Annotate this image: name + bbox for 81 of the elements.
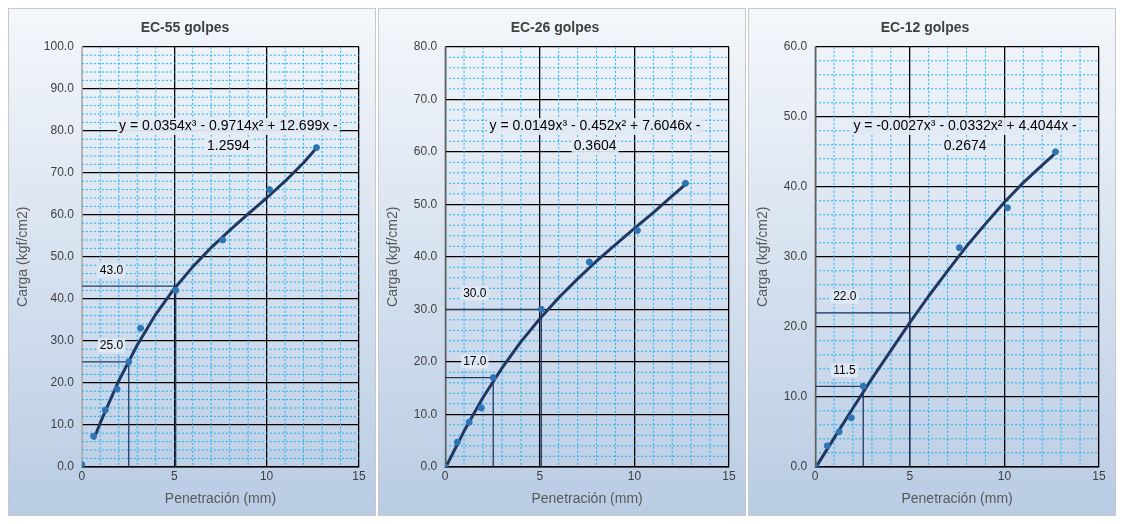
x-tick-label: 0 bbox=[811, 469, 819, 484]
point bbox=[489, 374, 497, 382]
y-tick-label: 10.0 bbox=[50, 417, 75, 432]
point bbox=[219, 236, 227, 244]
point bbox=[835, 428, 843, 436]
point bbox=[477, 404, 485, 412]
y-tick-label: 50.0 bbox=[50, 249, 75, 264]
x-tick-label: 10 bbox=[259, 469, 274, 484]
x-tick-label: 5 bbox=[170, 469, 178, 484]
y-tick-label: 20.0 bbox=[50, 375, 75, 390]
y-tick-label: 10.0 bbox=[413, 406, 438, 421]
x-tick-label: 5 bbox=[536, 469, 544, 484]
x-tick-label: 15 bbox=[1092, 469, 1106, 484]
y-tick-label: 0.0 bbox=[420, 459, 438, 474]
annotation: 30.0 bbox=[463, 285, 487, 300]
y-tick-label: 60.0 bbox=[50, 207, 75, 222]
y-tick-label: 100.0 bbox=[43, 39, 75, 54]
y-tick-label: 60.0 bbox=[413, 144, 438, 159]
point bbox=[113, 385, 121, 393]
y-axis-title: Carga (kgf/cm2) bbox=[384, 206, 401, 307]
y-tick-label: 40.0 bbox=[783, 179, 808, 194]
x-tick-label: 0 bbox=[78, 469, 86, 484]
y-tick-label: 90.0 bbox=[50, 81, 75, 96]
y-tick-label: 80.0 bbox=[50, 123, 75, 138]
y-tick-label: 60.0 bbox=[783, 39, 808, 54]
y-tick-label: 0.0 bbox=[57, 459, 75, 474]
point bbox=[823, 442, 831, 450]
y-tick-label: 30.0 bbox=[783, 249, 808, 264]
y-tick-label: 50.0 bbox=[413, 196, 438, 211]
point bbox=[137, 324, 145, 332]
point bbox=[859, 382, 867, 390]
x-axis-title: Penetración (mm) bbox=[901, 490, 1013, 507]
annotation: 11.5 bbox=[833, 362, 856, 377]
point bbox=[313, 144, 320, 152]
point bbox=[847, 414, 855, 422]
y-tick-label: 80.0 bbox=[413, 39, 438, 54]
annotation: y = 0.0354x³ - 0.9714x² + 12.699x - 1.2594 bbox=[119, 117, 339, 154]
point bbox=[633, 227, 641, 235]
x-axis-title: Penetración (mm) bbox=[164, 490, 277, 507]
point bbox=[1051, 148, 1059, 156]
x-tick-label: 0 bbox=[441, 469, 449, 484]
point bbox=[537, 305, 545, 313]
point bbox=[585, 258, 593, 266]
y-tick-label: 10.0 bbox=[783, 389, 808, 404]
y-tick-label: 40.0 bbox=[413, 249, 438, 264]
point bbox=[955, 244, 963, 252]
y-tick-label: 40.0 bbox=[50, 291, 75, 306]
x-tick-label: 5 bbox=[906, 469, 914, 484]
point bbox=[172, 286, 180, 294]
x-tick-label: 10 bbox=[997, 469, 1012, 484]
point bbox=[453, 438, 461, 446]
annotation: y = 0.0149x³ - 0.452x² + 7.6046x - 0.3604 bbox=[489, 117, 701, 154]
point bbox=[465, 418, 473, 426]
chart-title: EC-55 golpes bbox=[140, 19, 230, 36]
point bbox=[101, 406, 109, 414]
y-tick-label: 20.0 bbox=[783, 319, 808, 334]
x-tick-label: 10 bbox=[627, 469, 642, 484]
annotation: 17.0 bbox=[463, 353, 487, 368]
point bbox=[125, 358, 133, 366]
annotation: 22.0 bbox=[833, 289, 857, 304]
y-tick-label: 0.0 bbox=[790, 459, 808, 474]
x-axis-title: Penetración (mm) bbox=[531, 490, 643, 507]
y-axis-title: Carga (kgf/cm2) bbox=[754, 206, 771, 307]
x-tick-label: 15 bbox=[722, 469, 736, 484]
annotation: 25.0 bbox=[99, 338, 124, 353]
y-tick-label: 30.0 bbox=[413, 301, 438, 316]
y-tick-label: 30.0 bbox=[50, 333, 75, 348]
y-tick-label: 50.0 bbox=[783, 109, 808, 124]
point bbox=[266, 186, 274, 194]
y-axis-title: Carga (kgf/cm2) bbox=[14, 206, 31, 307]
y-tick-label: 70.0 bbox=[413, 91, 438, 106]
y-tick-label: 70.0 bbox=[50, 165, 75, 180]
y-tick-label: 20.0 bbox=[413, 354, 438, 369]
chart-title: EC-26 golpes bbox=[510, 19, 600, 36]
point bbox=[681, 179, 689, 187]
x-tick-label: 15 bbox=[352, 469, 366, 484]
annotation: y = -0.0027x³ - 0.0332x² + 4.4044x - 0.2674 bbox=[853, 117, 1078, 154]
point bbox=[1003, 204, 1011, 212]
chart-title: EC-12 golpes bbox=[880, 19, 970, 36]
annotation: 43.0 bbox=[99, 262, 124, 277]
point bbox=[90, 432, 98, 440]
